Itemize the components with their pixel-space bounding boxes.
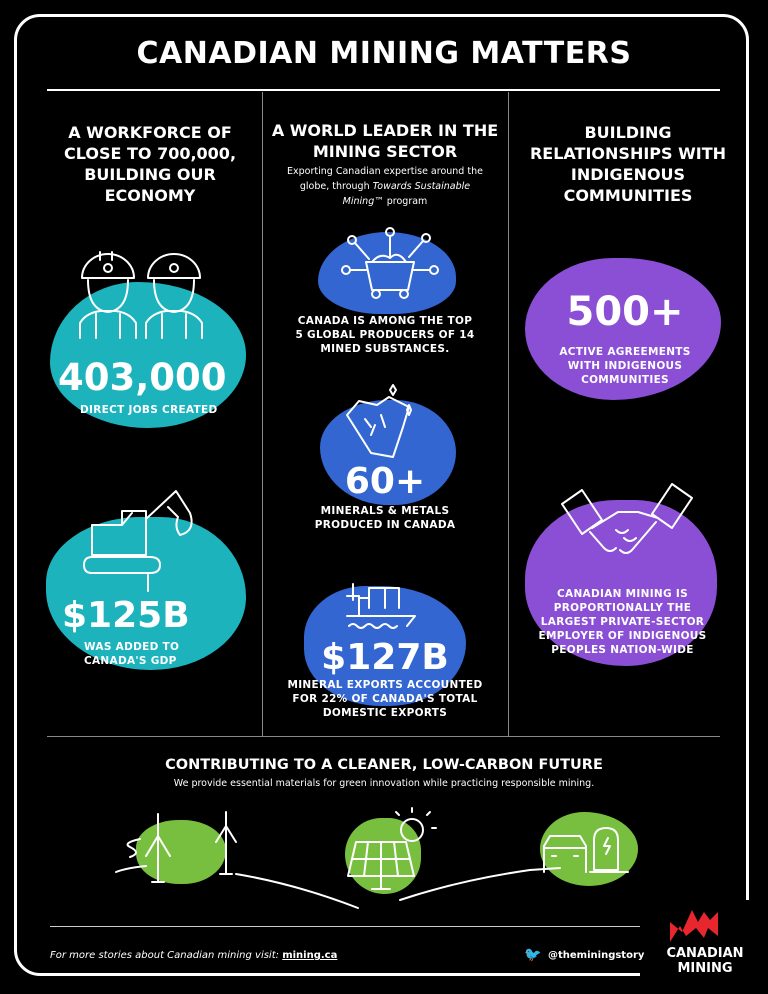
ground-line: [115, 811, 629, 909]
stat-value: 60+: [344, 461, 426, 502]
teal-blob: [50, 282, 246, 428]
ev-charger-icon: [543, 827, 621, 873]
divider: [50, 926, 640, 927]
purple-blob: [525, 500, 717, 666]
future-heading: CONTRIBUTING TO A CLEANER, LOW-CARBON FU…: [165, 757, 603, 773]
stat-caption: DIRECT JOBS CREATED: [80, 404, 218, 416]
stat-value: 403,000: [58, 356, 227, 399]
workers-icon: [79, 251, 203, 339]
col2-heading: A WORLD LEADER IN THE MINING SECTOR: [271, 121, 499, 161]
blue-blob: [320, 400, 456, 505]
stat-caption: ACTIVE AGREEMENTS WITH INDIGENOUS COMMUN…: [559, 346, 691, 386]
footer-text: For more stories about Canadian mining v…: [50, 950, 338, 961]
col1-heading: A WORKFORCE OF CLOSE TO 700,000, BUILDIN…: [63, 123, 237, 205]
col2-subtitle: Exporting Canadian expertise around the …: [287, 166, 483, 207]
logo-text: CANADIAN MINING: [666, 946, 744, 976]
col3-heading: BUILDING RELATIONSHIPS WITH INDIGENOUS C…: [529, 123, 727, 205]
solar-panel-icon: [347, 807, 437, 890]
excavator-icon: [83, 490, 193, 592]
divider: [47, 89, 720, 91]
divider: [508, 92, 509, 737]
purple-blob: [525, 258, 721, 400]
green-blob: [136, 820, 226, 884]
page-title: CANADIAN MINING MATTERS: [136, 36, 632, 71]
future-subtitle: We provide essential materials for green…: [173, 778, 595, 789]
stat-caption: MINERAL EXPORTS ACCOUNTED FOR 22% OF CAN…: [287, 679, 483, 719]
page-frame: [14, 14, 749, 976]
stat-value: $125B: [62, 595, 190, 636]
stat-caption: MINERALS & METALS PRODUCED IN CANADA: [314, 505, 456, 531]
stat-value: $127B: [321, 637, 449, 678]
mine-cart-network-icon: [341, 227, 439, 299]
stat-value: 500+: [566, 289, 684, 335]
twitter-icon[interactable]: 🐦: [524, 947, 542, 963]
divider: [262, 92, 263, 737]
divider: [47, 736, 720, 737]
logo-maple-crown-icon: [670, 910, 718, 942]
twitter-handle[interactable]: @theminingstory: [548, 950, 645, 961]
mineral-rock-icon: [346, 384, 412, 458]
stat-caption: CANADIAN MINING IS PROPORTIONALLY THE LA…: [538, 588, 707, 656]
handshake-icon: [561, 483, 693, 554]
stat-caption: WAS ADDED TO CANADA'S GDP: [84, 641, 180, 667]
stat-caption: CANADA IS AMONG THE TOP 5 GLOBAL PRODUCE…: [295, 315, 475, 355]
mining-ca-link[interactable]: mining.ca: [282, 950, 338, 961]
cargo-ship-icon: [346, 583, 416, 629]
